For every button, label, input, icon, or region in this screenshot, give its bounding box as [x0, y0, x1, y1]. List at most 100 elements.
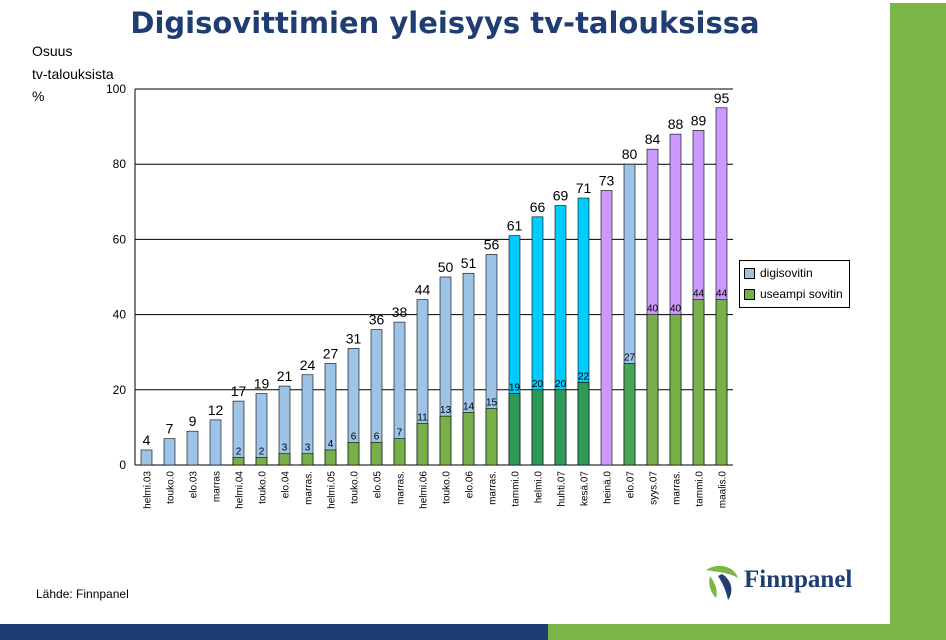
data-label-digisovitin-8: 27 [323, 345, 339, 361]
data-label-useampi-sovitin-25: 44 [716, 289, 728, 300]
bar-useampi-sovitin-6 [278, 453, 291, 466]
y-tick-label-60: 60 [113, 232, 127, 246]
data-label-useampi-sovitin-4: 2 [236, 446, 242, 457]
data-label-digisovitin-12: 44 [415, 282, 431, 298]
y-axis-label-line-3: % [32, 88, 45, 104]
bar-useampi-sovitin-5 [255, 457, 268, 466]
data-label-digisovitin-24: 89 [691, 112, 707, 128]
data-label-digisovitin-10: 36 [369, 312, 385, 328]
bar-useampi-sovitin-18 [554, 389, 567, 466]
x-tick-label-6: elo.04 [281, 471, 292, 499]
x-tick-label-7: marras. [304, 471, 315, 505]
bar-useampi-sovitin-9 [347, 442, 360, 466]
data-label-useampi-sovitin-10: 6 [374, 431, 380, 442]
bottom-blue-band [0, 624, 548, 640]
bar-digisovitin-1 [163, 438, 176, 466]
bar-useampi-sovitin-10 [370, 442, 383, 466]
data-label-digisovitin-21: 80 [622, 146, 638, 162]
x-tick-label-5: touko.0 [258, 471, 269, 504]
data-label-digisovitin-25: 95 [714, 90, 730, 106]
legend-label-digisovitin: digisovitin [760, 266, 813, 280]
bar-useampi-sovitin-21 [623, 363, 636, 466]
x-tick-label-9: touko.0 [350, 471, 361, 504]
data-label-useampi-sovitin-21: 27 [624, 352, 636, 363]
data-label-digisovitin-4: 17 [231, 383, 247, 399]
x-tick-label-20: heinä.0 [603, 471, 614, 504]
data-label-digisovitin-11: 38 [392, 304, 408, 320]
data-label-digisovitin-1: 7 [166, 421, 174, 437]
x-tick-label-8: helmi.05 [327, 471, 338, 509]
x-tick-label-17: helmi.0 [534, 471, 545, 504]
legend-label-useampi-sovitin: useampi sovitin [760, 287, 843, 301]
x-tick-label-10: elo.05 [373, 471, 384, 499]
x-tick-label-16: tammi.0 [511, 471, 522, 507]
data-label-useampi-sovitin-11: 7 [397, 428, 403, 439]
bar-useampi-sovitin-24 [692, 299, 705, 466]
data-label-useampi-sovitin-8: 4 [328, 439, 334, 450]
x-tick-label-14: elo.06 [465, 471, 476, 499]
y-tick-label-20: 20 [113, 383, 127, 397]
bar-useampi-sovitin-11 [393, 438, 406, 466]
data-label-digisovitin-23: 88 [668, 116, 684, 132]
data-label-digisovitin-16: 61 [507, 218, 523, 234]
data-label-useampi-sovitin-17: 20 [532, 379, 544, 390]
data-label-useampi-sovitin-18: 20 [555, 379, 567, 390]
x-tick-label-22: syys.07 [649, 471, 660, 505]
data-label-digisovitin-2: 9 [189, 413, 197, 429]
bar-useampi-sovitin-14 [462, 412, 475, 466]
data-label-digisovitin-7: 24 [300, 357, 316, 373]
data-label-digisovitin-14: 51 [461, 255, 477, 271]
data-label-digisovitin-13: 50 [438, 259, 454, 275]
data-label-digisovitin-9: 31 [346, 330, 362, 346]
x-tick-label-4: helmi.04 [235, 471, 246, 509]
y-tick-label-40: 40 [113, 308, 127, 322]
finnpanel-logo-text: Finnpanel [744, 566, 853, 593]
legend-item-useampi-sovitin: useampi sovitin [744, 287, 843, 303]
data-label-useampi-sovitin-22: 40 [647, 304, 659, 315]
x-tick-label-12: helmi.06 [419, 471, 430, 509]
right-green-band [890, 3, 946, 625]
data-label-useampi-sovitin-16: 19 [509, 383, 521, 394]
data-label-digisovitin-5: 19 [254, 376, 270, 392]
x-tick-label-1: touko.0 [166, 471, 177, 504]
x-tick-label-23: marras. [672, 471, 683, 505]
y-axis-label-line-2: tv-talouksista [32, 66, 114, 82]
x-tick-label-19: kesä.07 [580, 471, 591, 506]
bar-digisovitin-20 [600, 190, 613, 466]
data-label-digisovitin-3: 12 [208, 402, 224, 418]
bar-digisovitin-2 [186, 430, 199, 466]
bar-useampi-sovitin-25 [715, 299, 728, 466]
finnpanel-logo-icon [706, 565, 738, 600]
data-label-digisovitin-0: 4 [143, 432, 151, 448]
legend-swatch-digisovitin [744, 268, 755, 280]
x-tick-label-13: touko.0 [442, 471, 453, 504]
x-tick-label-18: huhti.07 [557, 471, 568, 507]
bar-useampi-sovitin-7 [301, 453, 314, 466]
bar-useampi-sovitin-8 [324, 449, 337, 466]
data-label-useampi-sovitin-9: 6 [351, 431, 357, 442]
data-label-digisovitin-15: 56 [484, 236, 500, 252]
y-tick-label-0: 0 [119, 458, 126, 472]
bar-useampi-sovitin-15 [485, 408, 498, 466]
data-label-useampi-sovitin-15: 15 [486, 398, 498, 409]
bar-digisovitin-0 [140, 449, 153, 466]
bar-chart: 0 20 40 60 80 100 4 helmi.0 3 7 touko.0 9 elo.03 12 ma… [106, 82, 733, 509]
data-label-digisovitin-19: 71 [576, 180, 592, 196]
bar-useampi-sovitin-4 [232, 457, 245, 466]
bar-useampi-sovitin-22 [646, 314, 659, 466]
bar-useampi-sovitin-12 [416, 423, 429, 466]
data-label-useampi-sovitin-6: 3 [282, 443, 288, 454]
x-tick-label-11: marras. [396, 471, 407, 505]
data-label-useampi-sovitin-12: 11 [417, 413, 428, 424]
data-label-digisovitin-18: 69 [553, 188, 569, 204]
data-label-useampi-sovitin-5: 2 [259, 446, 265, 457]
x-tick-label-24: tammi.0 [695, 471, 706, 507]
data-label-useampi-sovitin-23: 40 [670, 304, 682, 315]
data-label-useampi-sovitin-13: 13 [440, 405, 452, 416]
y-tick-label-100: 100 [106, 82, 126, 96]
source-note: Lähde: Finnpanel [36, 587, 129, 601]
x-tick-label-2: elo.03 [189, 471, 200, 499]
data-label-digisovitin-22: 84 [645, 131, 661, 147]
bar-digisovitin-3 [209, 419, 222, 466]
bar-useampi-sovitin-19 [577, 381, 590, 466]
